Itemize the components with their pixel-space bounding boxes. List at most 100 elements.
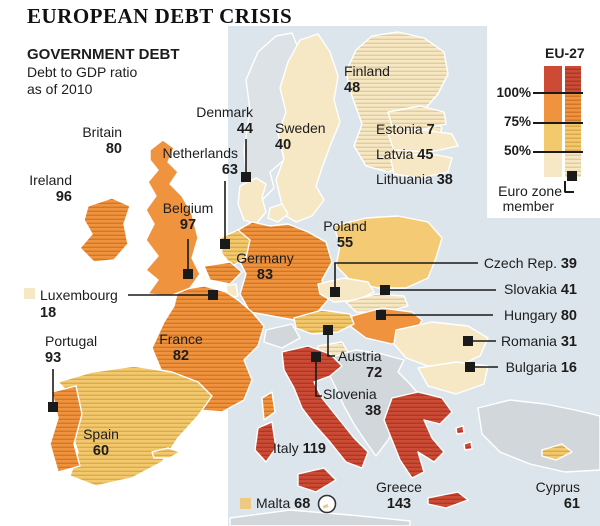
- legend-title: EU-27: [545, 45, 585, 61]
- country-britain: [145, 139, 201, 297]
- panel-heading: GOVERNMENT DEBT: [27, 46, 180, 63]
- page-title: EUROPEAN DEBT CRISIS: [27, 4, 293, 28]
- label-romania: Romania 31: [500, 333, 577, 350]
- label-italy: Italy 119: [273, 440, 326, 457]
- legend-eurozone-marker: [567, 171, 577, 181]
- legend-eurozone-leader: [564, 181, 574, 193]
- legend-threshold-line-100: [533, 92, 583, 94]
- label-poland: Poland 55: [323, 218, 367, 251]
- label-spain: Spain 60: [83, 426, 119, 459]
- legend-swatch-orange: [544, 93, 562, 123]
- country-denmark-islands: [267, 203, 289, 223]
- country-greece: [383, 391, 453, 479]
- label-austria: Austria 72: [338, 348, 383, 381]
- label-estonia: Estonia 7: [376, 121, 435, 138]
- legend-background: [487, 0, 600, 218]
- label-netherlands: Netherlands 63: [162, 145, 239, 178]
- country-romania: [393, 321, 489, 367]
- marker-hungary: [376, 310, 386, 320]
- island-crete: [427, 491, 469, 509]
- legend-swatch-cream-euro: [565, 152, 581, 177]
- label-lithuania: Lithuania 38: [376, 171, 453, 188]
- island-aegean-2: [463, 441, 473, 451]
- legend-swatch-red-euro: [565, 66, 581, 93]
- country-italy: [281, 345, 369, 469]
- island-sicily: [297, 467, 337, 493]
- legend-label-50: 50%: [503, 143, 531, 158]
- marker-bulgaria: [465, 362, 475, 372]
- marker-slovenia: [311, 352, 321, 362]
- island-aegean: [455, 425, 465, 435]
- country-belgium: [203, 261, 243, 285]
- marker-slovakia: [380, 285, 390, 295]
- country-poland: [333, 215, 443, 289]
- label-bulgaria: Bulgaria 16: [505, 359, 577, 376]
- country-sweden: [275, 33, 341, 223]
- label-finland: Finland 48: [344, 63, 390, 96]
- legend-swatch-yellow: [544, 123, 562, 152]
- label-malta: Malta 68: [256, 495, 311, 512]
- label-slovenia: Slovenia 38: [323, 386, 382, 419]
- legend-swatch-yellow-euro: [565, 123, 581, 152]
- country-lithuania: [389, 153, 453, 179]
- label-czech: Czech Rep. 39: [483, 255, 577, 272]
- panel-subtitle-1: Debt to GDP ratio: [27, 64, 138, 80]
- malta-swatch: [240, 498, 251, 509]
- panel-subtitle-2: as of 2010: [27, 81, 93, 97]
- label-sweden: Sweden 40: [275, 120, 326, 153]
- label-latvia: Latvia 45: [376, 146, 434, 163]
- label-britain: Britain 80: [82, 124, 122, 157]
- country-ireland: [79, 197, 131, 263]
- country-latvia: [387, 129, 459, 153]
- island-corsica: [261, 391, 276, 421]
- marker-belgium: [183, 269, 193, 279]
- label-belgium: Belgium 97: [162, 200, 214, 233]
- legend-eurozone-line1: Euro zone: [498, 183, 562, 199]
- label-greece: Greece 143: [376, 479, 422, 512]
- label-germany: Germany 83: [236, 250, 294, 283]
- marker-luxembourg: [208, 290, 218, 300]
- malta-circle-icon: [317, 494, 337, 514]
- label-portugal: Portugal 93: [45, 333, 98, 366]
- leader-austria: [327, 334, 335, 357]
- label-denmark: Denmark 44: [196, 104, 253, 137]
- island-sardinia: [254, 421, 277, 463]
- legend-threshold-line-50: [533, 151, 583, 153]
- legend-eurozone-note: Euro zone member: [480, 184, 562, 214]
- country-estonia: [387, 105, 447, 131]
- label-luxembourg-value: 18: [40, 305, 57, 321]
- country-denmark: [237, 177, 267, 225]
- legend-swatch-red: [544, 66, 562, 93]
- legend-hatched-column: [565, 66, 581, 177]
- label-luxembourg: Luxembourg: [40, 287, 118, 303]
- marker-czech: [330, 287, 340, 297]
- legend-solid-column: [544, 66, 562, 177]
- marker-netherlands: [220, 239, 230, 249]
- marker-portugal: [48, 402, 58, 412]
- marker-romania: [463, 336, 473, 346]
- leader-czech: [334, 262, 478, 289]
- island-malta: [322, 504, 329, 509]
- country-germany: [235, 221, 333, 321]
- legend-label-75: 75%: [503, 114, 531, 129]
- label-ireland: Ireland 96: [29, 172, 72, 205]
- marker-denmark: [241, 172, 251, 182]
- legend-swatch-orange-euro: [565, 93, 581, 123]
- country-austria: [293, 309, 355, 335]
- island-balearics: [151, 447, 181, 459]
- marker-austria: [323, 325, 333, 335]
- luxembourg-swatch: [24, 288, 35, 299]
- region-north-africa: [229, 509, 411, 526]
- country-switzerland: [263, 323, 301, 349]
- label-slovakia: Slovakia 41: [504, 281, 577, 298]
- legend-eurozone-line2: member: [502, 198, 554, 214]
- legend-swatch-cream: [544, 152, 562, 177]
- label-france: France 82: [159, 331, 203, 364]
- legend-label-100: 100%: [496, 85, 531, 100]
- label-hungary: Hungary 80: [504, 307, 577, 324]
- legend-threshold-line-75: [533, 122, 583, 124]
- country-cyprus: [541, 443, 573, 461]
- leader-slovenia: [315, 361, 322, 397]
